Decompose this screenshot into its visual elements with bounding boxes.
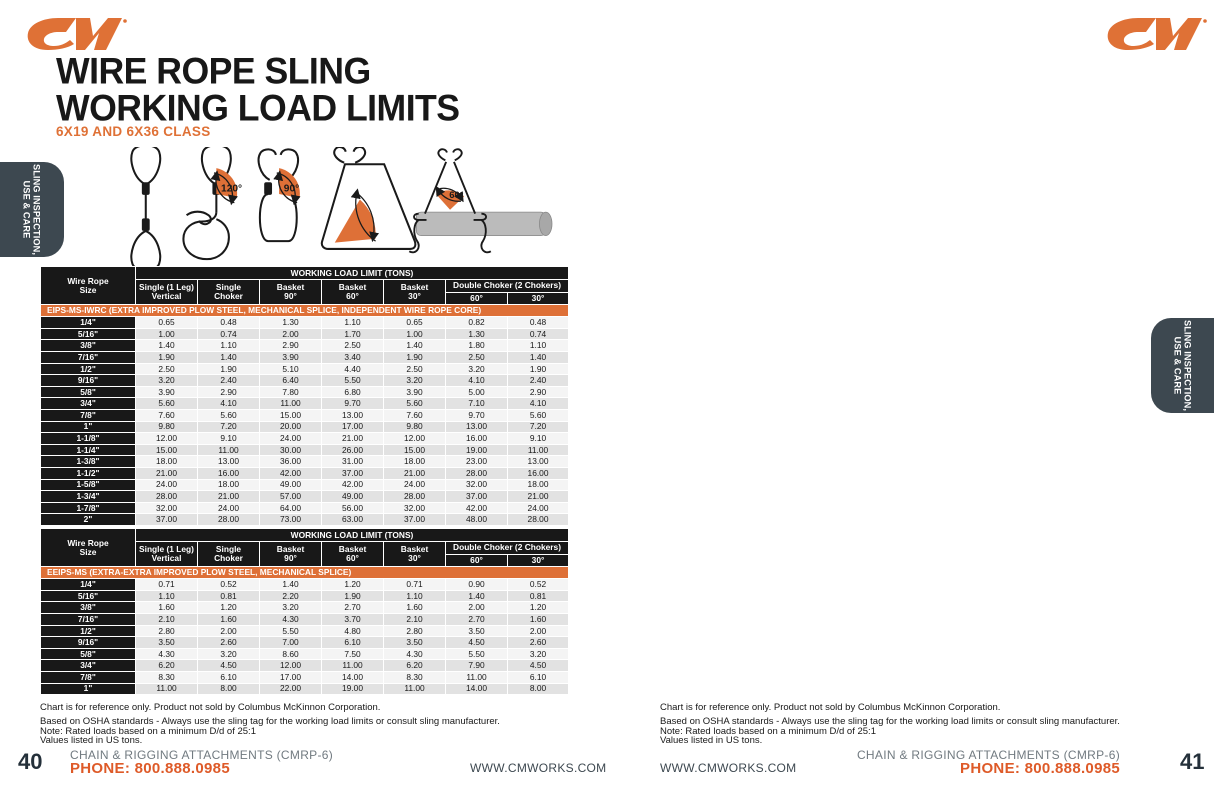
svg-text:120°: 120° [221, 184, 242, 195]
svg-text:60°: 60° [449, 189, 463, 200]
svg-text:90°: 90° [284, 184, 299, 195]
